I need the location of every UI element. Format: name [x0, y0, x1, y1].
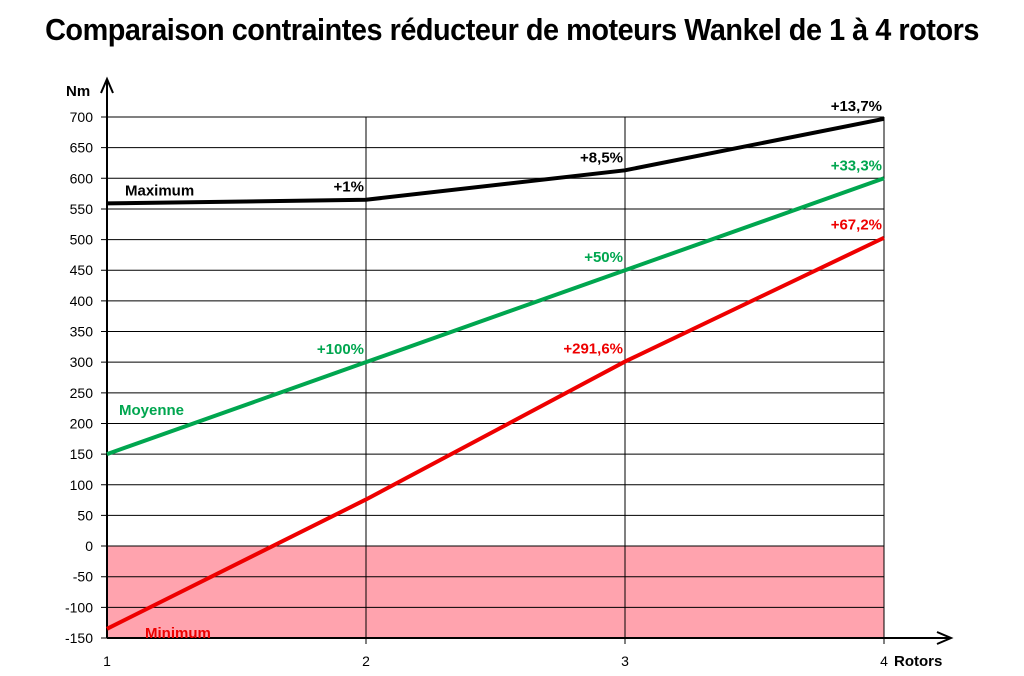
- x-tick-label: 3: [621, 653, 629, 669]
- data-annotation: +33,3%: [831, 157, 882, 174]
- y-tick-label: -50: [73, 569, 93, 585]
- x-axis-label: Rotors: [894, 653, 942, 670]
- y-tick-label: 100: [70, 477, 94, 493]
- y-tick-label: 150: [70, 446, 94, 462]
- series-name-label: Moyenne: [119, 402, 184, 419]
- chart-title: Comparaison contraintes réducteur de mot…: [45, 12, 979, 47]
- data-annotation: +291,6%: [563, 341, 623, 358]
- y-tick-label: -150: [65, 630, 93, 646]
- y-tick-label: 250: [70, 385, 94, 401]
- series-name-label: Maximum: [125, 182, 194, 199]
- series-line-maximum: [106, 116, 885, 206]
- y-tick-label: 400: [70, 293, 94, 309]
- series-line-minimum: [106, 235, 885, 631]
- series-line-moyenne: [106, 176, 885, 457]
- y-tick-label: 300: [70, 354, 94, 370]
- data-annotation: +50%: [584, 249, 623, 266]
- y-tick-label: 600: [70, 170, 94, 186]
- y-tick-label: 700: [70, 109, 94, 125]
- series-name-label: Minimum: [145, 625, 211, 642]
- data-annotation: +13,7%: [831, 98, 882, 115]
- y-tick-label: -100: [65, 599, 93, 615]
- data-annotation: +1%: [334, 179, 364, 196]
- data-annotation: +100%: [317, 341, 364, 358]
- y-tick-label: 500: [70, 232, 94, 248]
- x-tick-label: 2: [362, 653, 370, 669]
- data-annotation: +67,2%: [831, 217, 882, 234]
- y-tick-label: 650: [70, 140, 94, 156]
- data-annotation: +8,5%: [580, 149, 623, 166]
- y-tick-label: 0: [85, 538, 93, 554]
- negative-zone: [107, 546, 884, 638]
- y-tick-label: 450: [70, 262, 94, 278]
- x-tick-label: 4: [880, 653, 888, 669]
- x-tick-label: 1: [103, 653, 111, 669]
- y-axis-label: Nm: [66, 83, 90, 100]
- x-axis-arrow: [936, 631, 954, 645]
- y-tick-label: 550: [70, 201, 94, 217]
- y-axis-arrow: [100, 76, 114, 94]
- y-tick-label: 50: [77, 507, 93, 523]
- y-tick-label: 200: [70, 415, 94, 431]
- y-tick-label: 350: [70, 324, 94, 340]
